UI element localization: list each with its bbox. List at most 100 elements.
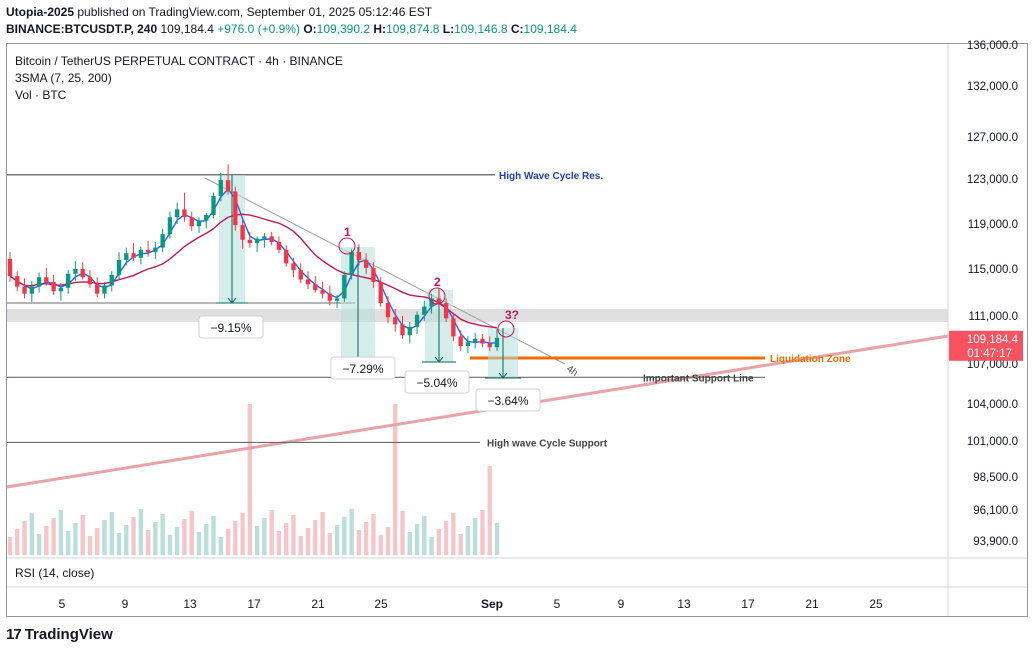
volume-bar <box>22 521 27 555</box>
candle-body <box>334 298 340 301</box>
x-tick-label: 9 <box>122 597 129 611</box>
drop-percent-label: −5.04% <box>416 376 457 390</box>
candle-body <box>291 263 296 271</box>
author-name: Utopia-2025 <box>6 5 75 19</box>
volume-legend: Vol · BTC <box>15 88 67 102</box>
brand-name: TradingView <box>24 626 113 643</box>
tradingview-logo: 17 TradingView <box>6 626 113 643</box>
volume-bar <box>363 522 369 555</box>
candle-body <box>356 252 362 260</box>
candle-body <box>95 284 100 294</box>
volume-bar <box>153 522 158 555</box>
volume-bar <box>44 526 49 555</box>
y-tick-label: 111,000.0 <box>969 311 1018 323</box>
volume-bar <box>58 510 64 555</box>
candle-body <box>378 281 383 304</box>
tradingview-logo-icon: 17 <box>6 626 22 643</box>
open-value: 109,390.2 <box>316 22 371 36</box>
wave-label: 2 <box>434 275 441 289</box>
volume-bar <box>116 533 122 555</box>
candle-body <box>407 326 412 336</box>
drop-percent-label: −9.15% <box>210 321 251 335</box>
candle-body <box>414 314 420 327</box>
volume-bar <box>473 518 478 555</box>
candle-body <box>451 318 456 337</box>
candle-body <box>233 191 238 226</box>
candle-body <box>65 273 71 288</box>
candle-body <box>349 252 354 275</box>
candle-body <box>371 267 376 282</box>
candle-body <box>218 180 223 196</box>
volume-bar <box>189 511 194 555</box>
volume-bar <box>65 531 71 555</box>
candle-body <box>36 277 42 287</box>
volume-bar <box>269 510 274 555</box>
trendline-label: 4h <box>564 363 579 378</box>
candle-body <box>160 234 165 248</box>
x-tick-label: 21 <box>311 597 325 611</box>
candle-body <box>15 276 20 287</box>
y-tick-label: 101,000.0 <box>967 436 1018 448</box>
candle-body <box>254 238 260 244</box>
volume-bar <box>393 404 398 555</box>
drop-percent-label: −3.64% <box>487 394 528 408</box>
candle-body <box>269 236 274 242</box>
candle-body <box>262 236 267 239</box>
volume-bar <box>138 509 144 555</box>
low-value: 109,146.8 <box>454 22 508 36</box>
volume-bar <box>233 521 238 555</box>
volume-bar <box>196 532 202 555</box>
volume-bar <box>167 535 173 555</box>
candle-body <box>247 239 253 244</box>
volume-bar <box>356 530 362 555</box>
volume-bar <box>480 510 485 555</box>
volume-bar <box>225 529 231 555</box>
volume-bar <box>51 518 56 555</box>
volume-bar <box>262 518 267 555</box>
candle-body <box>131 253 136 258</box>
candle-body <box>393 317 398 325</box>
x-tick-label: 5 <box>554 597 561 611</box>
candle-body <box>138 249 144 258</box>
volume-bar <box>247 404 253 555</box>
drop-label-box <box>198 315 264 339</box>
wave-marker <box>338 237 356 255</box>
volume-bar <box>349 509 354 555</box>
y-tick-label: 119,000.0 <box>968 219 1018 231</box>
candle-body <box>436 298 442 304</box>
y-tick-label: 98,500.0 <box>973 472 1018 484</box>
level-label: High Wave Cycle Res. <box>499 171 603 182</box>
volume-bar <box>320 512 325 555</box>
candle-body <box>400 324 405 336</box>
symbol-label: BINANCE:BTCUSDT.P, 240 <box>6 22 158 36</box>
volume-bar <box>160 514 165 555</box>
candle-body <box>240 225 245 240</box>
wave-marker <box>497 320 515 338</box>
close-value: 109,184.4 <box>523 22 577 36</box>
volume-bar <box>305 528 311 555</box>
level-label: Liquidation Zone <box>770 354 851 365</box>
candle-body <box>51 281 56 292</box>
candle-body <box>153 247 158 253</box>
volume-bar <box>174 527 180 555</box>
candle-body <box>167 217 173 235</box>
candle-body <box>305 279 311 285</box>
wave-label: 1 <box>344 225 351 239</box>
candle-body <box>211 195 216 215</box>
volume-bar <box>284 523 289 555</box>
volume-bar <box>211 516 216 555</box>
high-value: 109,874.8 <box>386 22 440 36</box>
x-tick-label: 25 <box>374 597 388 611</box>
volume-bar <box>465 526 471 555</box>
volume-bar <box>487 466 492 555</box>
volume-bar <box>371 514 376 555</box>
volume-bar <box>378 535 383 555</box>
volume-bar <box>400 511 405 555</box>
candle-body <box>298 270 303 280</box>
volume-bar <box>102 520 107 555</box>
volume-bar <box>436 529 442 555</box>
volume-bar <box>182 519 187 555</box>
candle-body <box>44 277 49 282</box>
volume-bar <box>291 515 296 555</box>
